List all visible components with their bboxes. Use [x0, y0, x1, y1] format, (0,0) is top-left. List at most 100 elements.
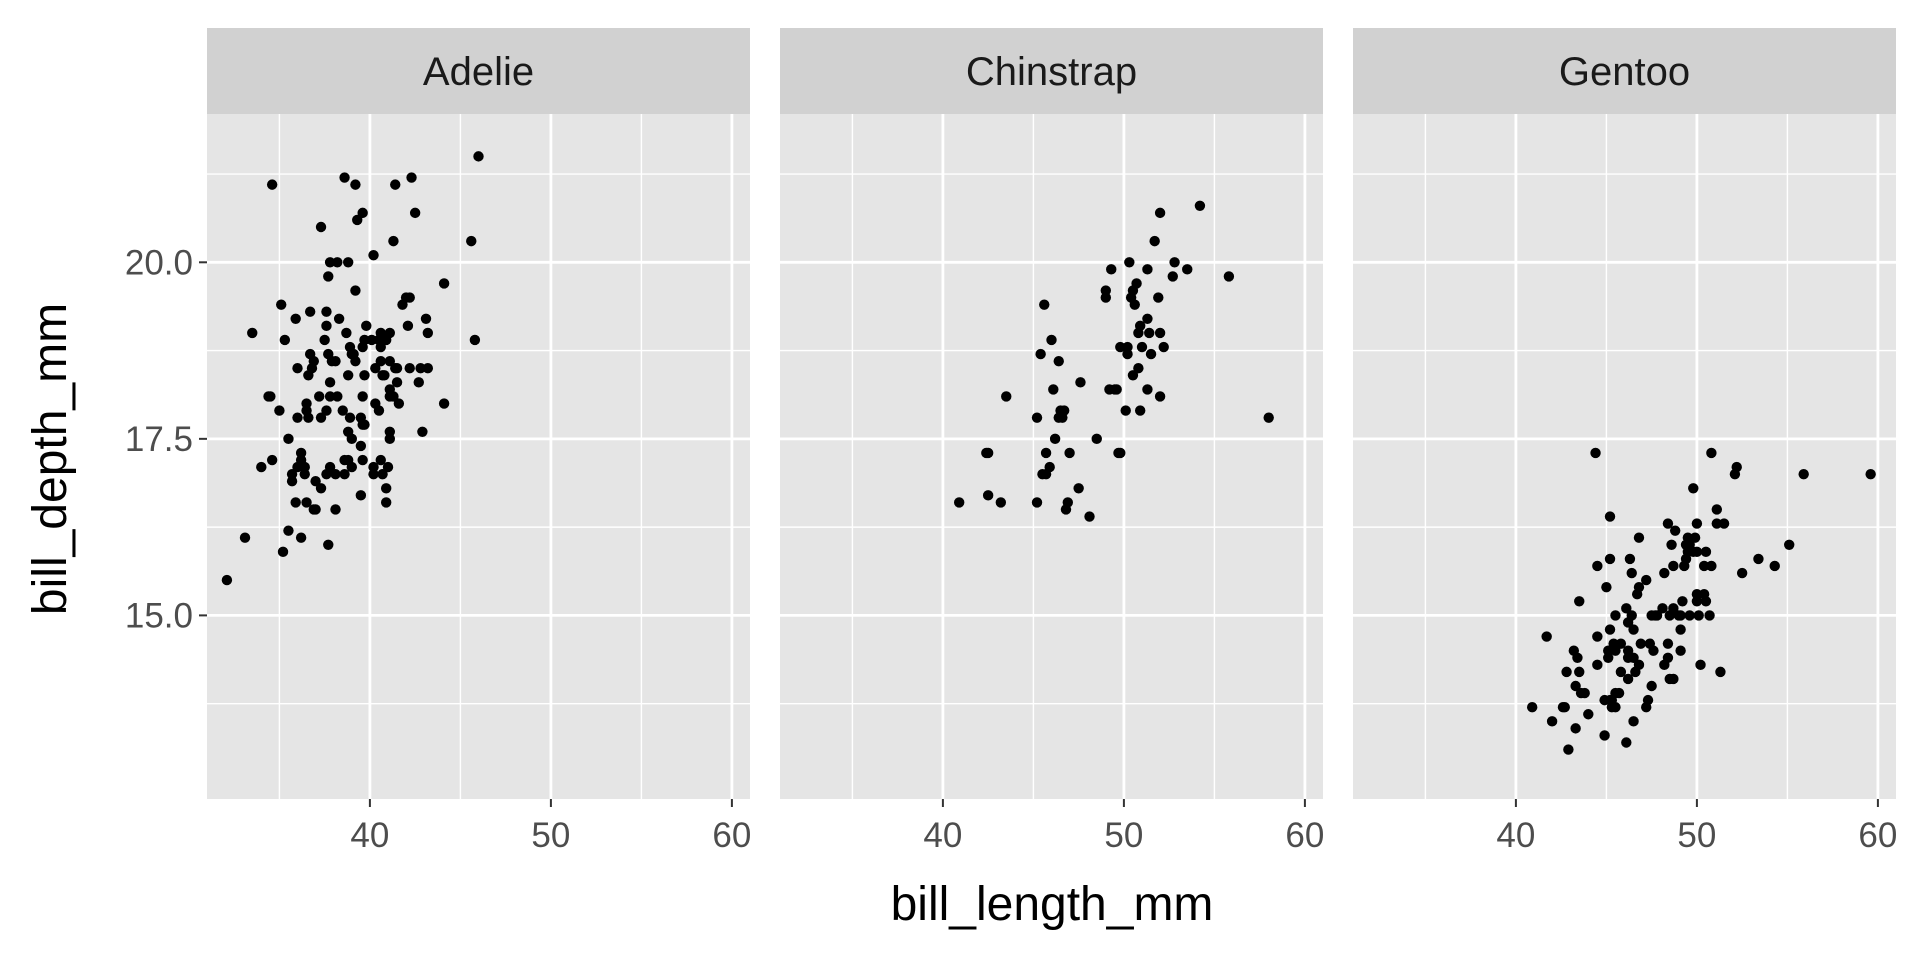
data-point-adelie — [391, 363, 403, 374]
data-point-gentoo — [1669, 525, 1681, 536]
data-point-adelie — [420, 313, 432, 324]
data-point-adelie — [295, 447, 307, 459]
data-point-adelie — [299, 461, 310, 473]
data-point-adelie — [422, 327, 434, 339]
x-tick-label: 40 — [923, 816, 962, 855]
data-point-adelie — [315, 483, 327, 494]
data-point-adelie — [357, 391, 368, 402]
data-point-adelie — [304, 306, 316, 317]
data-point-gentoo — [1604, 511, 1616, 522]
data-point-chinstrap — [1145, 348, 1157, 360]
data-point-chinstrap — [1122, 341, 1133, 353]
data-point-gentoo — [1590, 447, 1601, 459]
data-point-gentoo — [1628, 716, 1639, 727]
data-point-adelie — [402, 320, 414, 332]
data-point-gentoo — [1700, 596, 1712, 607]
data-point-adelie — [295, 532, 307, 543]
data-point-gentoo — [1641, 574, 1652, 586]
data-point-gentoo — [1662, 652, 1674, 663]
data-point-adelie — [359, 370, 370, 381]
data-point-chinstrap — [995, 497, 1007, 508]
data-point-chinstrap — [1223, 271, 1235, 282]
data-point-chinstrap — [1084, 511, 1095, 522]
data-point-chinstrap — [1154, 207, 1166, 219]
data-point-adelie — [330, 504, 341, 515]
data-point-gentoo — [1628, 652, 1639, 663]
data-point-gentoo — [1610, 610, 1621, 621]
facet-panel-gentoo: Gentoo 40 50 60 — [1353, 28, 1897, 855]
data-point-adelie — [333, 313, 345, 324]
strip-chinstrap — [780, 28, 1323, 114]
data-point-gentoo — [1626, 610, 1637, 621]
data-point-adelie — [359, 334, 370, 346]
data-point-gentoo — [1604, 624, 1616, 635]
data-point-chinstrap — [1106, 264, 1117, 275]
data-point-gentoo — [1603, 645, 1614, 656]
data-point-adelie — [390, 179, 401, 190]
data-point-gentoo — [1610, 701, 1621, 713]
data-point-adelie — [344, 412, 356, 423]
data-point-chinstrap — [1133, 363, 1144, 374]
data-point-adelie — [277, 546, 289, 558]
x-tick-label: 60 — [1858, 816, 1897, 855]
data-point-gentoo — [1706, 447, 1717, 459]
data-point-adelie — [286, 468, 298, 480]
data-point-adelie — [409, 207, 421, 219]
data-point-adelie — [350, 355, 361, 367]
data-point-gentoo — [1769, 560, 1780, 572]
data-point-gentoo — [1753, 553, 1764, 565]
data-point-adelie — [324, 391, 336, 402]
data-point-adelie — [384, 426, 396, 437]
data-point-gentoo — [1684, 610, 1695, 621]
data-point-adelie — [406, 172, 417, 183]
data-point-adelie — [310, 504, 321, 515]
data-point-gentoo — [1668, 603, 1679, 614]
data-point-chinstrap — [1001, 391, 1012, 402]
data-point-chinstrap — [1111, 384, 1122, 395]
data-point-gentoo — [1666, 539, 1677, 550]
data-point-gentoo — [1610, 645, 1621, 656]
data-point-adelie — [438, 278, 450, 289]
data-point-adelie — [413, 377, 424, 388]
data-point-adelie — [404, 292, 415, 303]
data-point-gentoo — [1657, 603, 1668, 614]
data-point-adelie — [438, 398, 450, 409]
data-point-adelie — [301, 398, 312, 409]
data-point-adelie — [368, 250, 379, 261]
data-point-adelie — [321, 306, 332, 317]
data-point-adelie — [324, 377, 336, 388]
data-point-chinstrap — [1134, 405, 1146, 416]
data-point-adelie — [256, 461, 267, 473]
data-point-chinstrap — [1142, 264, 1153, 275]
data-point-gentoo — [1583, 709, 1594, 720]
data-point-chinstrap — [1144, 327, 1155, 339]
data-point-gentoo — [1599, 730, 1610, 741]
data-point-gentoo — [1642, 694, 1654, 706]
data-point-adelie — [339, 172, 350, 183]
data-point-gentoo — [1706, 560, 1717, 572]
data-point-gentoo — [1695, 659, 1706, 671]
data-point-adelie — [359, 419, 370, 430]
data-point-adelie — [330, 468, 341, 480]
data-point-adelie — [337, 405, 348, 416]
data-point-gentoo — [1592, 560, 1603, 572]
data-point-adelie — [265, 391, 276, 402]
data-point-gentoo — [1561, 666, 1572, 678]
data-point-gentoo — [1691, 589, 1703, 600]
data-point-adelie — [415, 363, 426, 374]
panel-background-chinstrap — [780, 114, 1323, 799]
data-point-adelie — [342, 370, 354, 381]
data-point-adelie — [366, 334, 377, 346]
data-point-chinstrap — [1158, 341, 1169, 353]
data-point-gentoo — [1615, 666, 1627, 678]
data-point-adelie — [404, 363, 415, 374]
data-point-adelie — [308, 355, 319, 367]
data-point-gentoo — [1633, 581, 1645, 593]
data-point-chinstrap — [1167, 271, 1178, 282]
data-point-gentoo — [1700, 546, 1712, 558]
data-point-chinstrap — [1053, 355, 1064, 367]
data-point-chinstrap — [1073, 483, 1084, 494]
data-point-gentoo — [1574, 666, 1585, 678]
data-point-adelie — [391, 377, 403, 388]
data-point-gentoo — [1668, 673, 1679, 685]
